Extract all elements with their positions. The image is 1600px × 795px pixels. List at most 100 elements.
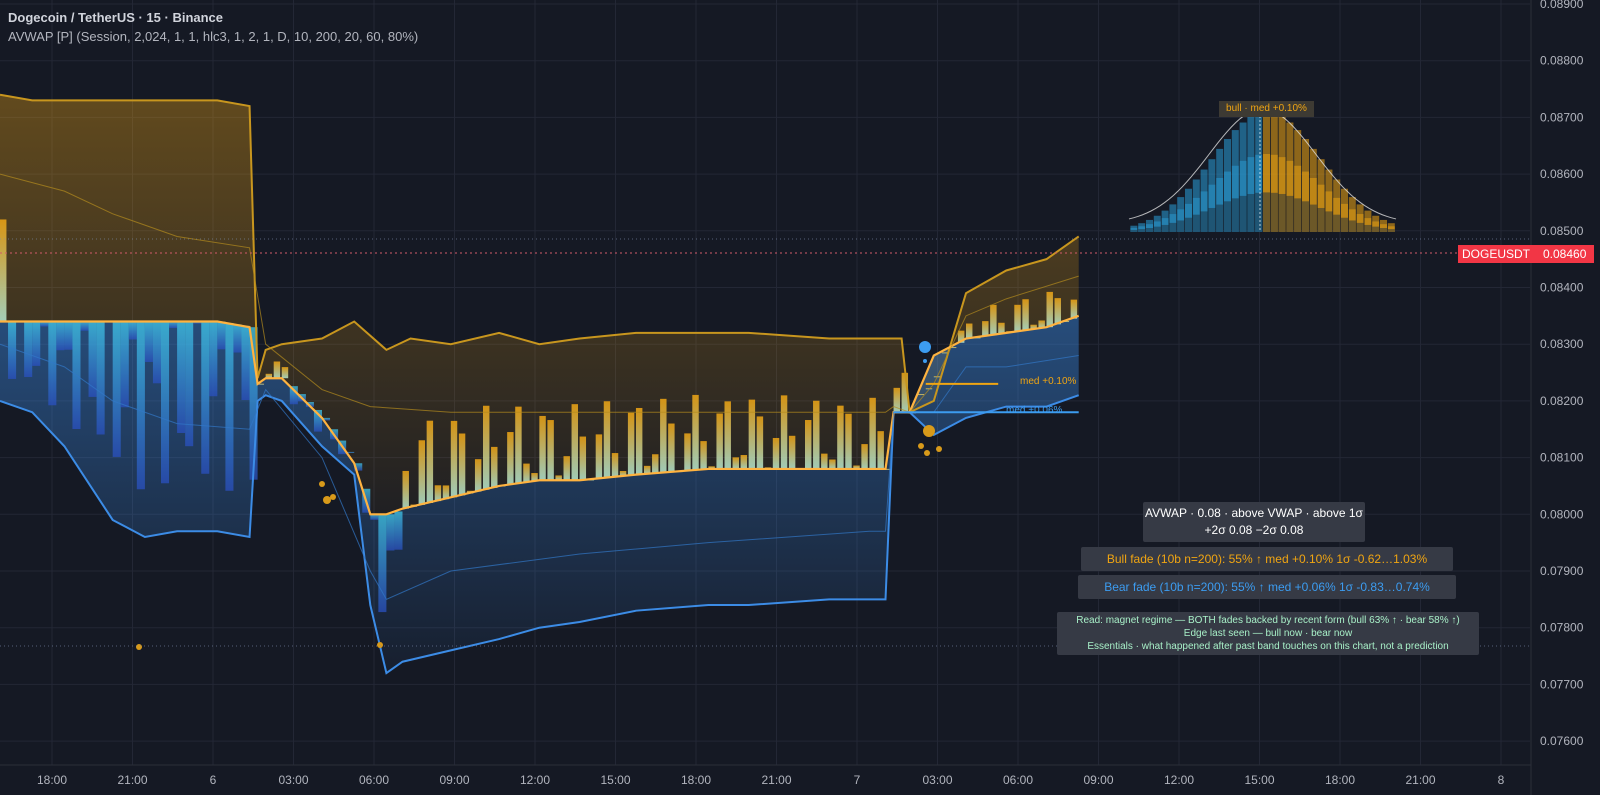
bear-spike bbox=[225, 322, 234, 491]
profile-bar-core bbox=[1153, 226, 1161, 232]
bull-spike bbox=[998, 322, 1005, 334]
bull-spike bbox=[893, 387, 900, 413]
bear-spike bbox=[48, 321, 57, 406]
profile-curve bbox=[1128, 108, 1397, 220]
price-axis[interactable]: 0.08900 0.08800 0.08700 0.08600 0.08500 0.084… bbox=[1540, 0, 1584, 748]
price-tick-label: 0.08400 bbox=[1540, 281, 1584, 295]
bull-spike bbox=[821, 453, 828, 469]
profile-bar-core bbox=[1348, 220, 1356, 232]
bull-spike bbox=[1038, 320, 1045, 329]
bull-spike bbox=[716, 413, 723, 469]
bear-spike bbox=[249, 327, 258, 480]
bull-spike bbox=[426, 420, 434, 503]
bull-spike bbox=[635, 407, 643, 475]
price-tick-label: 0.08300 bbox=[1540, 337, 1584, 351]
bull-spike bbox=[619, 471, 627, 477]
bull-spike bbox=[861, 444, 868, 469]
bull-spike bbox=[966, 323, 973, 339]
bull-spike bbox=[627, 412, 635, 476]
time-tick-label: 09:00 bbox=[1083, 773, 1113, 787]
fade-spikes bbox=[0, 219, 1078, 613]
bull-spike bbox=[700, 441, 707, 470]
chart-legend: Dogecoin / TetherUS · 15 · Binance AVWAP… bbox=[8, 8, 418, 46]
bear-spike bbox=[370, 514, 379, 520]
bull-signal-dot bbox=[319, 481, 325, 487]
bull-profile-label: bull · med +0.10% bbox=[1219, 101, 1314, 117]
bull-spike bbox=[539, 415, 546, 481]
profile-bar-core bbox=[1208, 207, 1216, 232]
bull-spike bbox=[603, 401, 611, 478]
bear-spike bbox=[378, 514, 387, 613]
bear-spike bbox=[128, 321, 137, 340]
bull-signal-dot bbox=[323, 496, 331, 504]
bull-spike bbox=[418, 440, 426, 505]
time-tick-label: 21:00 bbox=[1405, 773, 1435, 787]
bull-spike bbox=[1030, 324, 1037, 330]
bull-signal-dot bbox=[924, 450, 930, 456]
time-tick-label: 09:00 bbox=[439, 773, 469, 787]
bull-spike bbox=[732, 457, 739, 469]
bear-spike bbox=[161, 321, 170, 484]
bear-spike bbox=[185, 321, 194, 447]
bull-signal-dot bbox=[923, 425, 935, 437]
bull-spike bbox=[1070, 299, 1078, 319]
bear-spike bbox=[24, 321, 33, 378]
symbol-title[interactable]: Dogecoin / TetherUS · 15 · Binance bbox=[8, 10, 224, 25]
bear-spike bbox=[313, 409, 322, 432]
bull-spike bbox=[571, 404, 578, 481]
bull-spike bbox=[941, 352, 949, 354]
bear-spike bbox=[177, 321, 186, 433]
bull-spike bbox=[434, 485, 442, 502]
bull-spike bbox=[611, 453, 619, 478]
profile-bar-core bbox=[1294, 198, 1302, 232]
bear-spike bbox=[169, 321, 178, 329]
profile-bar-core bbox=[1200, 211, 1208, 232]
bear-spike bbox=[120, 321, 129, 408]
indicator-title[interactable]: AVWAP [P] (Session, 2,024, 1, 1, hlc3, 1… bbox=[8, 29, 419, 44]
profile-bar-core bbox=[1177, 220, 1185, 232]
profile-bar-core bbox=[1146, 228, 1153, 232]
price-tick-label: 0.07900 bbox=[1540, 564, 1584, 578]
bull-spike bbox=[772, 437, 780, 469]
bull-spike bbox=[595, 434, 603, 479]
price-tick-label: 0.08800 bbox=[1540, 54, 1584, 68]
bull-spike bbox=[402, 470, 409, 509]
ticker-label: DOGEUSDT bbox=[1462, 247, 1531, 261]
bull-spike bbox=[281, 367, 289, 379]
profile-bar-core bbox=[1247, 193, 1255, 232]
profile-bar-core bbox=[1185, 217, 1192, 232]
bear-spike bbox=[96, 321, 105, 435]
bear-spike bbox=[217, 321, 226, 350]
profile-bar-core bbox=[1239, 195, 1247, 232]
bull-spike bbox=[515, 406, 522, 484]
profile-bar-core bbox=[1341, 217, 1348, 232]
bear-spike bbox=[80, 321, 89, 331]
time-tick-label: 18:00 bbox=[37, 773, 67, 787]
time-axis[interactable]: 18:00 21:00 6 03:00 06:00 09:00 12:00 15:00 18:0… bbox=[37, 773, 1505, 787]
distribution-profile bbox=[1128, 108, 1397, 232]
profile-bar-core bbox=[1192, 214, 1200, 232]
profile-bar-core bbox=[1278, 193, 1286, 232]
profile-bar-core bbox=[1356, 222, 1364, 232]
bull-spike bbox=[740, 455, 748, 469]
bull-spike bbox=[845, 413, 852, 469]
bear-med-label: med +0.06% bbox=[1006, 405, 1063, 416]
bear-spike bbox=[289, 386, 298, 405]
bull-spike bbox=[869, 397, 876, 469]
bull-signal-dot bbox=[377, 642, 383, 648]
bear-spike bbox=[40, 321, 49, 327]
bear-spike bbox=[112, 321, 121, 457]
read-line3: Essentials · what happened after past ba… bbox=[1087, 641, 1449, 652]
time-tick-label: 21:00 bbox=[117, 773, 147, 787]
bear-spike bbox=[394, 511, 403, 550]
bull-spike bbox=[644, 465, 651, 474]
bull-signal-dot bbox=[936, 446, 942, 452]
bull-spike bbox=[708, 466, 715, 469]
profile-bar-core bbox=[1169, 222, 1177, 232]
bull-spike bbox=[579, 436, 587, 481]
profile-bar-core bbox=[1216, 204, 1224, 232]
bull-spike bbox=[483, 405, 490, 490]
avwap-info-line1: AVWAP · 0.08 · above VWAP · above 1σ bbox=[1145, 506, 1363, 520]
bull-spike bbox=[780, 395, 788, 469]
